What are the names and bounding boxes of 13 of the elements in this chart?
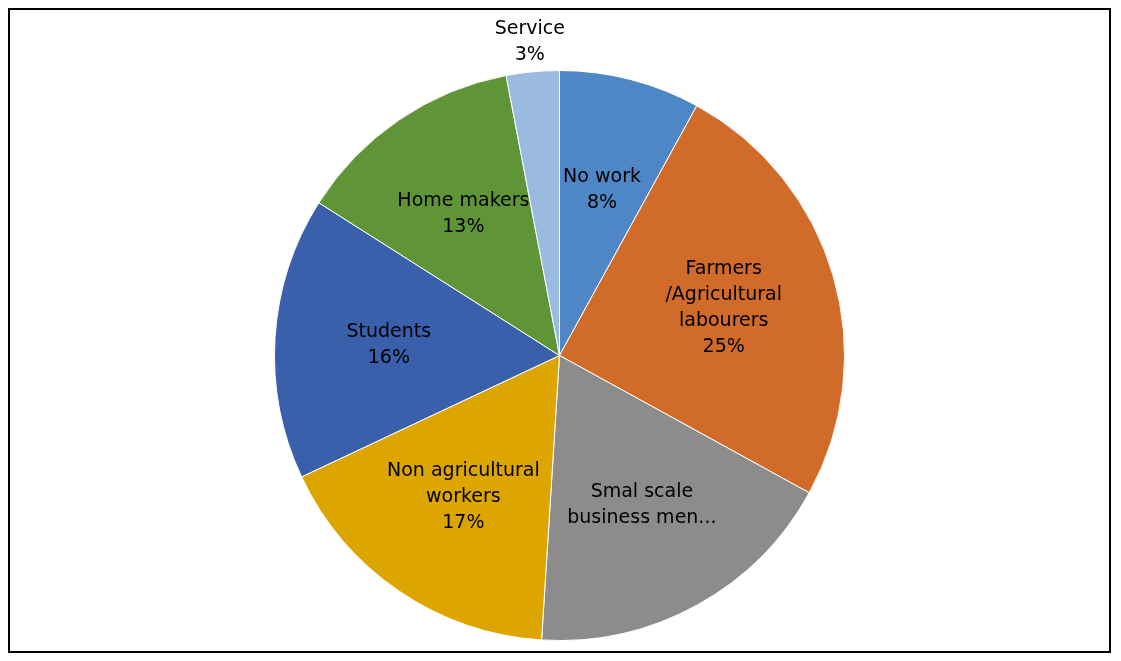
slice-label: Home makers — [397, 188, 530, 211]
data-label: 3% — [514, 41, 545, 64]
data-label: 17% — [442, 509, 485, 532]
slice-label: Farmers /Agricultural labourers — [665, 255, 782, 330]
data-label: 25% — [702, 333, 745, 356]
slice-label: No work — [563, 163, 641, 186]
slice-label: Students — [346, 318, 432, 341]
data-label: 16% — [367, 344, 410, 367]
data-label: 13% — [442, 214, 485, 237]
slice-label: Non agricultural workers — [387, 457, 540, 506]
slice-label: Smal scale business men... — [567, 479, 717, 528]
data-label: 8% — [586, 189, 618, 212]
slice-label: Service — [494, 15, 565, 38]
